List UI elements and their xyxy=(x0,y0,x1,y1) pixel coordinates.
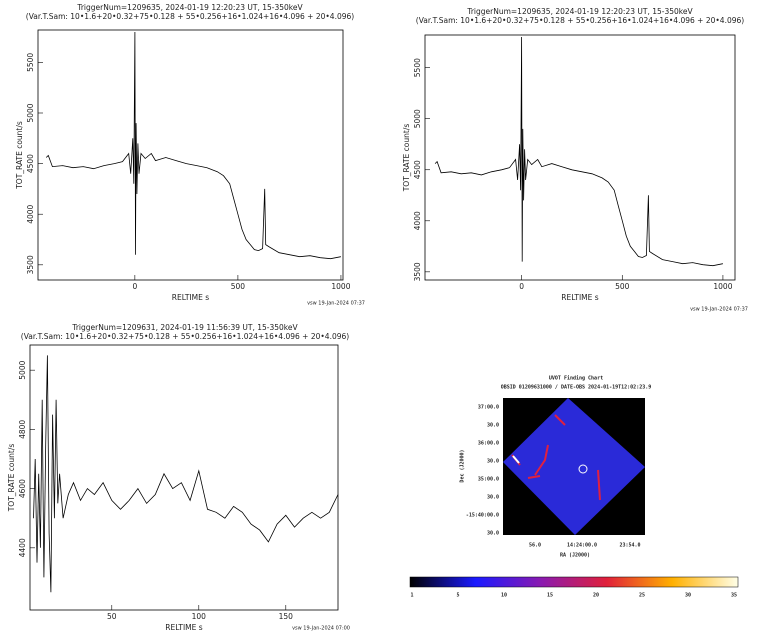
y-tick-label: 5000 xyxy=(26,103,35,122)
y-tick-label: 5500 xyxy=(413,58,422,77)
ra-tick-label: 14:24:00.0 xyxy=(567,543,597,549)
dec-tick-label: 37:00.0 xyxy=(478,405,499,411)
y-tick-label: 4000 xyxy=(413,211,422,230)
y-tick-label: 4800 xyxy=(18,420,27,439)
ra-tick-label: 23:54.0 xyxy=(619,543,640,549)
finding-chart: UVOT Finding Chart OBSID 01209631000 / D… xyxy=(409,376,739,588)
colorbar-tick-label: 1 xyxy=(410,593,413,599)
colorbar-tick-label: 20 xyxy=(593,593,599,599)
footer: vsw 19-Jan-2024 07:37 xyxy=(307,301,365,307)
rate-line xyxy=(434,36,723,267)
image-field xyxy=(503,398,645,535)
y-tick-label: 4500 xyxy=(413,160,422,179)
y-tick-label: 4600 xyxy=(18,479,27,498)
chart-title: TriggerNum=1209635, 2024-01-19 12:20:23 … xyxy=(76,3,303,12)
colorbar-tick-label: 25 xyxy=(639,593,645,599)
x-tick-label: 1000 xyxy=(331,282,350,291)
x-axis-label: RELTIME s xyxy=(172,293,209,302)
chart-subtitle: (Var.T.Sam: 10•1.6+20•0.32+75•0.128 + 55… xyxy=(26,12,354,21)
footer: vsw 19-Jan-2024 07:00 xyxy=(292,626,350,632)
colorbar-tick-label: 30 xyxy=(685,593,691,599)
colorbar-tick-label: 15 xyxy=(547,593,553,599)
x-tick-label: 150 xyxy=(279,612,294,621)
plot-frame xyxy=(29,344,339,611)
y-axis-label: TOT_RATE count/s xyxy=(402,124,411,193)
dec-label: Dec (J2000) xyxy=(460,449,466,482)
x-tick-label: 1000 xyxy=(713,282,732,291)
chart-subtitle: (Var.T.Sam: 10•1.6+20•0.32+75•0.128 + 55… xyxy=(21,332,349,341)
y-tick-label: 4500 xyxy=(26,154,35,173)
x-tick-label: 500 xyxy=(615,282,630,291)
x-tick-label: 0 xyxy=(519,282,524,291)
x-tick-label: 500 xyxy=(231,282,246,291)
colorbar xyxy=(409,576,739,588)
ra-label: RA (J2000) xyxy=(560,553,590,559)
y-tick-label: 5500 xyxy=(26,53,35,72)
colorbar-tick-label: 35 xyxy=(731,593,737,599)
dec-tick-label: 36:00.0 xyxy=(478,441,499,447)
plot-frame xyxy=(37,29,344,281)
chart-subtitle: (Var.T.Sam: 10•1.6+20•0.32+75•0.128 + 55… xyxy=(416,16,744,25)
ra-tick-label: 56.0 xyxy=(529,543,541,549)
dec-tick-label: -15:40:00.0 xyxy=(466,513,499,519)
image-star xyxy=(512,455,520,464)
y-tick-label: 4400 xyxy=(18,538,27,557)
chart-title: TriggerNum=1209635, 2024-01-19 12:20:23 … xyxy=(466,7,693,16)
dec-tick-label: 30.0 xyxy=(487,459,499,465)
y-axis-label: TOT_RATE count/s xyxy=(15,121,24,190)
y-axis-label: TOT_RATE count/s xyxy=(7,444,16,513)
y-tick-label: 5000 xyxy=(413,109,422,128)
dec-tick-label: 30.0 xyxy=(487,495,499,501)
colorbar-tick-label: 5 xyxy=(456,593,459,599)
target-circle xyxy=(578,464,588,474)
y-tick-label: 4000 xyxy=(26,204,35,223)
colorbar-tick-label: 10 xyxy=(501,593,507,599)
plot-frame xyxy=(424,34,736,281)
rate-line xyxy=(33,355,339,593)
x-axis-label: RELTIME s xyxy=(165,623,202,632)
x-tick-label: 0 xyxy=(132,282,137,291)
rate-line xyxy=(45,31,341,260)
finding-subtitle: OBSID 01209631000 / DATE-OBS 2024-01-19T… xyxy=(501,385,652,391)
x-axis-label: RELTIME s xyxy=(561,293,598,302)
dec-tick-label: 35:00.0 xyxy=(478,477,499,483)
dec-tick-label: 30.0 xyxy=(487,423,499,429)
chart-title: TriggerNum=1209631, 2024-01-19 11:56:39 … xyxy=(71,323,298,332)
x-tick-label: 50 xyxy=(107,612,117,621)
footer: vsw 19-Jan-2024 07:37 xyxy=(690,307,748,313)
y-tick-label: 3500 xyxy=(413,262,422,281)
x-tick-label: 100 xyxy=(192,612,207,621)
y-tick-label: 5000 xyxy=(18,360,27,379)
dec-tick-label: 30.0 xyxy=(487,531,499,537)
finding-title: UVOT Finding Chart xyxy=(549,376,603,382)
y-tick-label: 3500 xyxy=(26,255,35,274)
